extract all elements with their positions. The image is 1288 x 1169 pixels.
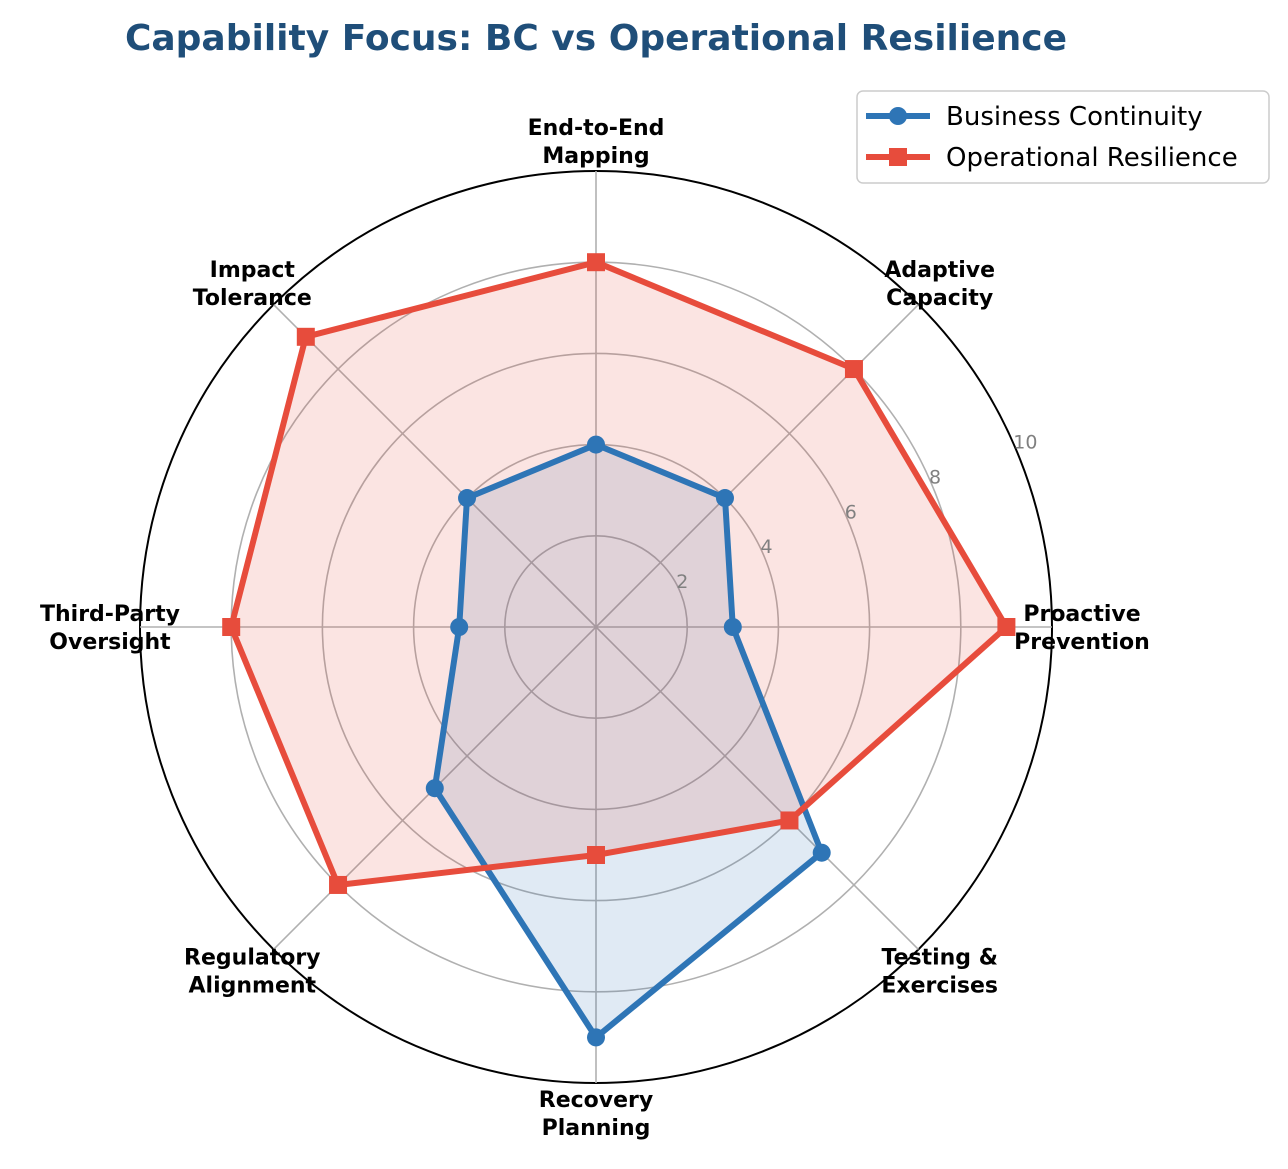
legend-marker-0 <box>889 107 907 125</box>
category-label-5-1: Alignment <box>189 974 317 999</box>
radial-tick-label: 10 <box>1013 432 1037 454</box>
data-point-1-3 <box>296 327 315 346</box>
category-label-4-0: Third-Party <box>40 602 180 627</box>
radar-grid <box>139 170 1053 1084</box>
data-point-1-6 <box>587 846 605 864</box>
legend-marker-1 <box>889 148 907 166</box>
category-label-5-0: Regulatory <box>184 946 320 971</box>
legend-label-1: Operational Resilience <box>946 143 1238 173</box>
data-point-0-2 <box>587 435 605 454</box>
data-point-0-5 <box>425 779 444 798</box>
category-label-1-0: Adaptive <box>884 258 995 283</box>
category-label-2-0: End-to-End <box>528 116 665 141</box>
data-point-1-7 <box>780 811 799 830</box>
data-point-1-2 <box>587 253 605 272</box>
category-label-0-1: Prevention <box>1014 630 1150 655</box>
grid-spoke <box>595 303 920 628</box>
category-labels: Proactive Prevention Adaptive Capacity End-t… <box>40 116 1150 1141</box>
grid-spoke <box>595 626 920 951</box>
series-fill-1 <box>231 262 1007 885</box>
data-point-1-0 <box>997 618 1016 636</box>
radial-tick-label: 2 <box>676 571 688 593</box>
radial-tick-labels: 2 4 6 8 10 <box>676 432 1037 594</box>
category-label-1-1: Capacity <box>886 286 993 311</box>
radial-tick-label: 4 <box>761 536 773 558</box>
data-point-1-1 <box>844 360 863 379</box>
grid-spoke <box>272 303 597 628</box>
data-point-0-3 <box>458 489 477 508</box>
data-point-0-0 <box>723 618 742 636</box>
data-point-0-4 <box>450 618 469 636</box>
category-label-3-0: Impact <box>210 258 296 283</box>
category-label-0-0: Proactive <box>1023 602 1140 627</box>
category-label-4-1: Oversight <box>49 630 171 655</box>
data-point-1-4 <box>222 618 241 636</box>
category-label-2-1: Mapping <box>542 144 649 169</box>
radar-series <box>222 253 1016 1047</box>
category-label-6-1: Planning <box>542 1116 651 1141</box>
series-fill-0 <box>434 444 822 1038</box>
legend: Business Continuity Operational Resilienc… <box>856 90 1270 184</box>
data-point-0-1 <box>715 489 734 508</box>
category-label-7-0: Testing & <box>881 946 997 971</box>
radial-tick-label: 6 <box>845 501 857 523</box>
chart-title: Capability Focus: BC vs Operational Resi… <box>125 18 1067 59</box>
category-label-7-1: Exercises <box>881 974 998 999</box>
data-point-0-7 <box>812 843 831 862</box>
legend-frame <box>856 90 1270 184</box>
data-point-0-6 <box>587 1028 605 1047</box>
legend-label-0: Business Continuity <box>946 102 1203 132</box>
radial-tick-label: 8 <box>929 466 941 488</box>
data-point-1-5 <box>329 875 348 894</box>
category-label-3-1: Tolerance <box>193 286 312 311</box>
category-label-6-0: Recovery <box>539 1088 653 1113</box>
